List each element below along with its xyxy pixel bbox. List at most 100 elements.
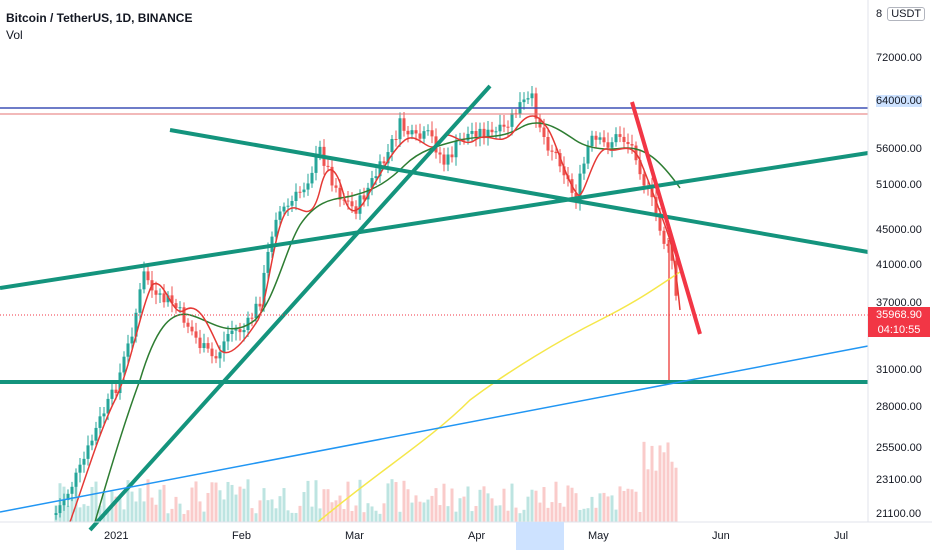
candle-body xyxy=(398,118,402,140)
volume-bar xyxy=(394,482,398,522)
volume-bar xyxy=(426,499,430,522)
volume-bar xyxy=(222,499,226,522)
volume-bar xyxy=(262,488,266,522)
candle-body xyxy=(166,295,170,303)
candle-body xyxy=(594,135,598,140)
candle-body xyxy=(214,356,218,359)
candle-body xyxy=(606,142,610,148)
volume-bar xyxy=(190,487,194,522)
price-tick: 45000.00 xyxy=(876,224,922,236)
volume-bar xyxy=(166,513,170,522)
volume-bar xyxy=(294,512,298,522)
currency-selector[interactable]: 8 USDT xyxy=(876,7,926,21)
volume-bar xyxy=(566,485,570,522)
candle-body xyxy=(382,161,386,164)
volume-bar xyxy=(558,502,562,522)
volume-bar xyxy=(142,501,146,522)
volume-bar xyxy=(410,502,414,522)
volume-bar xyxy=(194,481,198,522)
candle-body xyxy=(558,153,562,167)
volume-bar xyxy=(98,505,102,522)
volume-indicator-label: Vol xyxy=(6,28,23,42)
candle-body xyxy=(442,154,446,165)
candle-body xyxy=(190,326,194,332)
candle-body xyxy=(534,93,538,119)
chart-legend: Bitcoin / TetherUS, 1D, BINANCE Vol xyxy=(6,10,192,44)
candle-body xyxy=(194,331,198,338)
volume-bar xyxy=(286,510,290,522)
volume-bar xyxy=(666,442,670,522)
candle-body xyxy=(658,213,662,231)
time-label: Apr xyxy=(468,530,486,542)
volume-bar xyxy=(354,505,358,522)
volume-bar xyxy=(486,493,490,522)
candle-body xyxy=(506,126,510,128)
candle-body xyxy=(510,113,514,127)
volume-bar xyxy=(154,504,158,522)
volume-bar xyxy=(342,509,346,522)
candle-body xyxy=(610,142,614,148)
volume-bar xyxy=(366,503,370,522)
candle-body xyxy=(430,130,434,137)
candle-body xyxy=(62,500,66,506)
volume-bar xyxy=(442,483,446,522)
candle-body xyxy=(58,505,62,514)
volume-bar xyxy=(622,490,626,522)
candle-body xyxy=(478,128,482,137)
candle-body xyxy=(70,486,74,494)
volume-bar xyxy=(554,481,558,522)
volume-bar xyxy=(170,508,174,522)
price-tick: 28000.00 xyxy=(876,401,922,413)
volume-bar xyxy=(578,509,582,522)
volume-bar xyxy=(282,488,286,522)
volume-bar xyxy=(594,507,598,522)
volume-bar xyxy=(422,502,426,522)
candle-body xyxy=(490,129,494,133)
candle-body xyxy=(174,303,178,308)
volume-bar xyxy=(482,486,486,522)
volume-bar xyxy=(470,511,474,522)
candle-body xyxy=(614,134,618,143)
volume-bar xyxy=(234,494,238,522)
volume-bar xyxy=(122,509,126,522)
volume-bar xyxy=(646,469,650,522)
volume-bar xyxy=(238,486,242,522)
candle-body xyxy=(590,135,594,147)
price-tick: 37000.00 xyxy=(876,297,922,309)
volume-bar xyxy=(462,496,466,522)
volume-bar xyxy=(198,501,202,522)
candle-body xyxy=(390,139,394,153)
current-price-tag: 35968.90 xyxy=(868,307,930,323)
volume-bar xyxy=(414,495,418,522)
candle-body xyxy=(522,99,526,103)
candle-body xyxy=(654,197,658,214)
candle-body xyxy=(474,131,478,137)
candle-body xyxy=(630,144,634,146)
volume-bar xyxy=(270,499,274,522)
volume-bar xyxy=(478,489,482,522)
candle-body xyxy=(342,199,346,201)
candle-body xyxy=(226,333,230,342)
symbol-title: Bitcoin / TetherUS, 1D, BINANCE xyxy=(6,11,193,25)
candle-body xyxy=(86,445,90,459)
candle-body xyxy=(498,124,502,132)
candle-body xyxy=(666,243,670,247)
candle-body xyxy=(670,246,674,261)
volume-bar xyxy=(102,491,106,522)
volume-bar xyxy=(418,501,422,522)
volume-bar xyxy=(526,496,530,522)
candle-body xyxy=(338,187,342,200)
red-moving-average xyxy=(69,115,681,523)
volume-bar xyxy=(162,484,166,522)
currency-label[interactable]: USDT xyxy=(887,7,926,21)
volume-bar xyxy=(654,470,658,522)
volume-bar xyxy=(570,487,574,522)
volume-bar xyxy=(506,510,510,522)
volume-bar xyxy=(406,489,410,522)
volume-bar xyxy=(362,512,366,522)
candle-body xyxy=(238,329,242,333)
time-label: May xyxy=(588,530,609,542)
volume-bar xyxy=(114,496,118,522)
volume-bar xyxy=(662,452,666,522)
